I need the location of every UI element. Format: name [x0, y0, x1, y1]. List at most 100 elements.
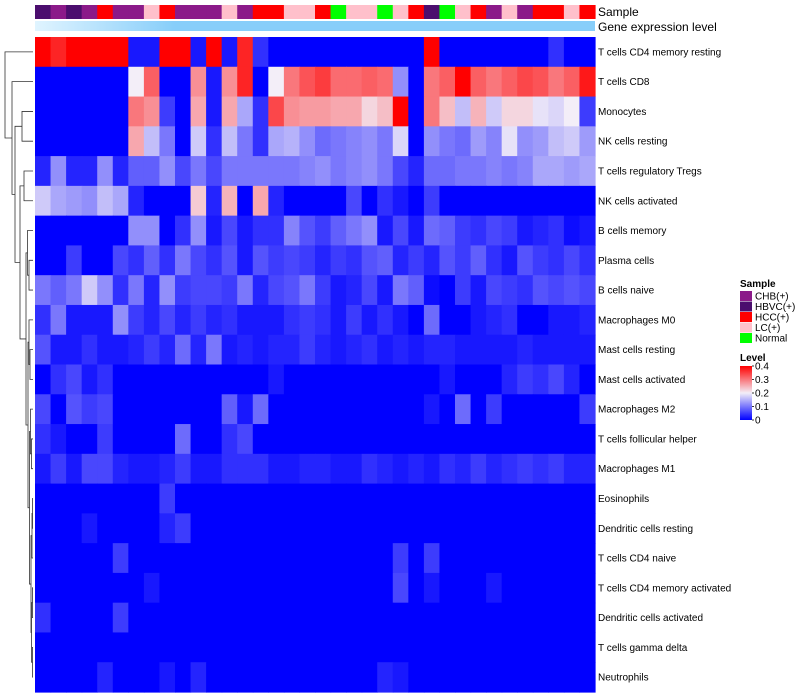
sample-annotation-cell: [206, 5, 223, 19]
heatmap-cell: [81, 126, 98, 157]
heatmap-cell: [486, 245, 503, 276]
heatmap-cell: [455, 483, 472, 514]
heatmap-cell: [455, 185, 472, 217]
heatmap-cell: [517, 275, 534, 306]
heatmap-cell: [439, 602, 456, 634]
dendrogram-branch: [23, 170, 33, 202]
heatmap-cell: [190, 632, 207, 663]
heatmap-cell: [206, 245, 223, 276]
heatmap-cell: [221, 364, 238, 395]
heatmap-cell: [175, 394, 192, 425]
heatmap-cell: [81, 513, 98, 544]
heatmap-cell: [35, 453, 52, 485]
heatmap-cell: [346, 394, 363, 425]
heatmap-cell: [268, 304, 285, 336]
heatmap-cell: [361, 96, 378, 127]
heatmap-cell: [175, 66, 192, 98]
heatmap-cell: [548, 364, 565, 395]
heatmap-cell: [283, 96, 301, 127]
row-label: T cells CD4 memory activated: [598, 583, 731, 594]
heatmap-cell: [486, 483, 503, 514]
heatmap-cell: [50, 572, 67, 604]
heatmap-cell: [97, 394, 114, 425]
heatmap-cell: [268, 513, 285, 544]
heatmap-cell: [190, 572, 207, 604]
heatmap-cell: [50, 126, 67, 157]
heatmap-cell: [97, 364, 114, 395]
heatmap-cell: [548, 632, 565, 663]
heatmap-cell: [268, 543, 285, 574]
heatmap-cell: [35, 66, 52, 98]
heatmap-cell: [563, 394, 581, 425]
heatmap-cell: [221, 394, 238, 425]
heatmap-cell: [377, 66, 394, 98]
heatmap-cell: [221, 602, 238, 634]
heatmap-cell: [50, 632, 67, 663]
heatmap-cell: [346, 334, 363, 366]
heatmap-cell: [563, 215, 581, 247]
heatmap-cell: [392, 662, 409, 693]
heatmap-cell: [455, 632, 472, 663]
heatmap-cell: [517, 96, 534, 127]
heatmap-cell: [455, 424, 472, 455]
heatmap-cell: [517, 215, 534, 247]
heatmap-cell: [128, 37, 145, 68]
heatmap-cell: [252, 513, 269, 544]
heatmap-cell: [501, 66, 518, 98]
heatmap-cell: [579, 632, 596, 663]
heatmap-cell: [206, 394, 223, 425]
heatmap-cell: [50, 364, 67, 395]
heatmap-cell: [206, 483, 223, 514]
heatmap-cell: [143, 66, 161, 98]
level-legend-ticks: 0.4 0.3 0.2 0.1 0: [752, 362, 769, 427]
heatmap-cell: [268, 245, 285, 276]
heatmap-cell: [237, 602, 254, 634]
heatmap-cell: [66, 96, 83, 127]
heatmap-cell: [377, 543, 394, 574]
heatmap-cell: [268, 275, 285, 306]
heatmap-cell: [252, 96, 269, 127]
heatmap-cell: [439, 364, 456, 395]
heatmap-cell: [579, 215, 596, 247]
heatmap-cell: [206, 453, 223, 485]
sample-annotation-cell: [532, 5, 549, 19]
heatmap-cell: [455, 96, 472, 127]
heatmap-cell: [159, 513, 176, 544]
heatmap-cell: [563, 483, 581, 514]
heatmap-cell: [330, 275, 347, 306]
heatmap-cell: [408, 96, 425, 127]
heatmap-cell: [283, 543, 301, 574]
heatmap-cell: [50, 483, 67, 514]
heatmap-cell: [97, 66, 114, 98]
heatmap-cell: [361, 245, 378, 276]
heatmap-cell: [112, 602, 129, 634]
heatmap-cell: [392, 96, 409, 127]
heatmap-cell: [361, 66, 378, 98]
heatmap-cell: [112, 245, 129, 276]
heatmap-cell: [315, 364, 332, 395]
heatmap-cell: [299, 96, 316, 127]
heatmap-cell: [330, 394, 347, 425]
heatmap-cell: [361, 185, 378, 217]
heatmap-cell: [143, 156, 161, 187]
heatmap-cell: [35, 394, 52, 425]
heatmap-cell: [346, 662, 363, 693]
heatmap-cell: [221, 632, 238, 663]
heatmap-cell: [330, 185, 347, 217]
heatmap-cell: [299, 632, 316, 663]
heatmap-cell: [190, 662, 207, 693]
heatmap-cell: [392, 275, 409, 306]
heatmap-cell: [377, 126, 394, 157]
sample-annotation-cell: [283, 5, 301, 19]
heatmap-cell: [268, 66, 285, 98]
heatmap-cell: [81, 304, 98, 336]
heatmap-cell: [532, 572, 549, 604]
heatmap-cell: [408, 513, 425, 544]
heatmap-cell: [81, 632, 98, 663]
heatmap-cell: [579, 245, 596, 276]
heatmap-cell: [143, 543, 161, 574]
heatmap-cell: [66, 364, 83, 395]
heatmap-cell: [423, 126, 441, 157]
sample-annotation-cell: [517, 5, 534, 19]
heatmap-cell: [299, 304, 316, 336]
